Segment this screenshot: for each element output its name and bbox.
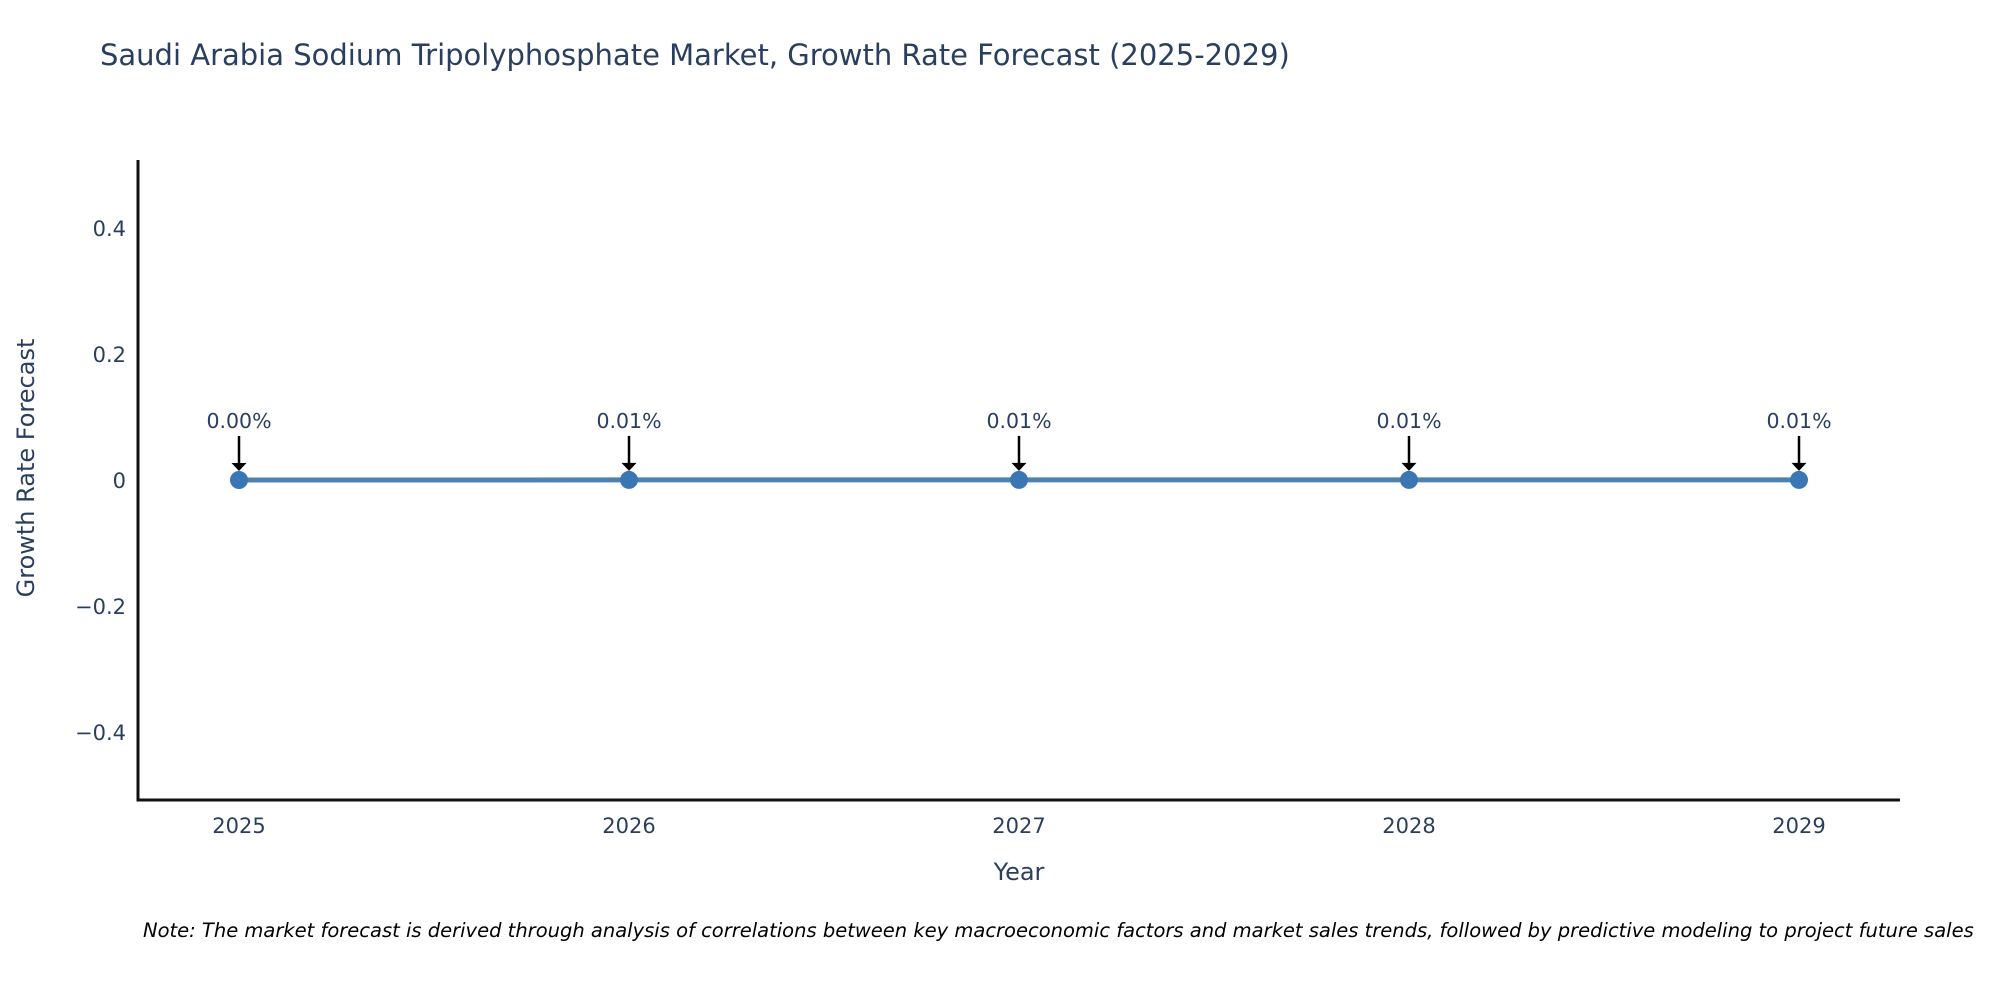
y-tick-label: −0.4 (75, 721, 126, 745)
data-point-marker (1790, 470, 1808, 489)
x-tick-label: 2027 (992, 814, 1045, 838)
annotation-arrowhead-icon (1401, 462, 1417, 471)
x-axis-title: Year (993, 858, 1045, 886)
data-point-label: 0.01% (986, 409, 1051, 433)
data-point-marker (1010, 470, 1028, 489)
data-point-label: 0.01% (596, 409, 661, 433)
y-tick-label: 0.4 (93, 217, 126, 241)
y-tick-label: −0.2 (75, 595, 126, 619)
data-point-label: 0.01% (1766, 409, 1831, 433)
y-tick-label: 0 (113, 469, 126, 493)
x-tick-label: 2025 (212, 814, 265, 838)
x-tick-label: 2026 (602, 814, 655, 838)
annotation-arrowhead-icon (1791, 462, 1807, 471)
data-point-label: 0.01% (1376, 409, 1441, 433)
data-point-marker (620, 470, 638, 489)
x-tick-label: 2029 (1772, 814, 1825, 838)
data-point-marker (1400, 470, 1418, 489)
chart-title: Saudi Arabia Sodium Tripolyphosphate Mar… (100, 38, 1290, 72)
data-point-label: 0.00% (206, 409, 271, 433)
annotation-arrowhead-icon (1011, 462, 1027, 471)
footnote: Note: The market forecast is derived thr… (143, 919, 1974, 942)
x-tick-label: 2028 (1382, 814, 1435, 838)
y-tick-label: 0.2 (93, 343, 126, 367)
annotation-arrowhead-icon (621, 462, 637, 471)
annotation-arrowhead-icon (231, 463, 247, 471)
data-point-marker (230, 471, 248, 489)
